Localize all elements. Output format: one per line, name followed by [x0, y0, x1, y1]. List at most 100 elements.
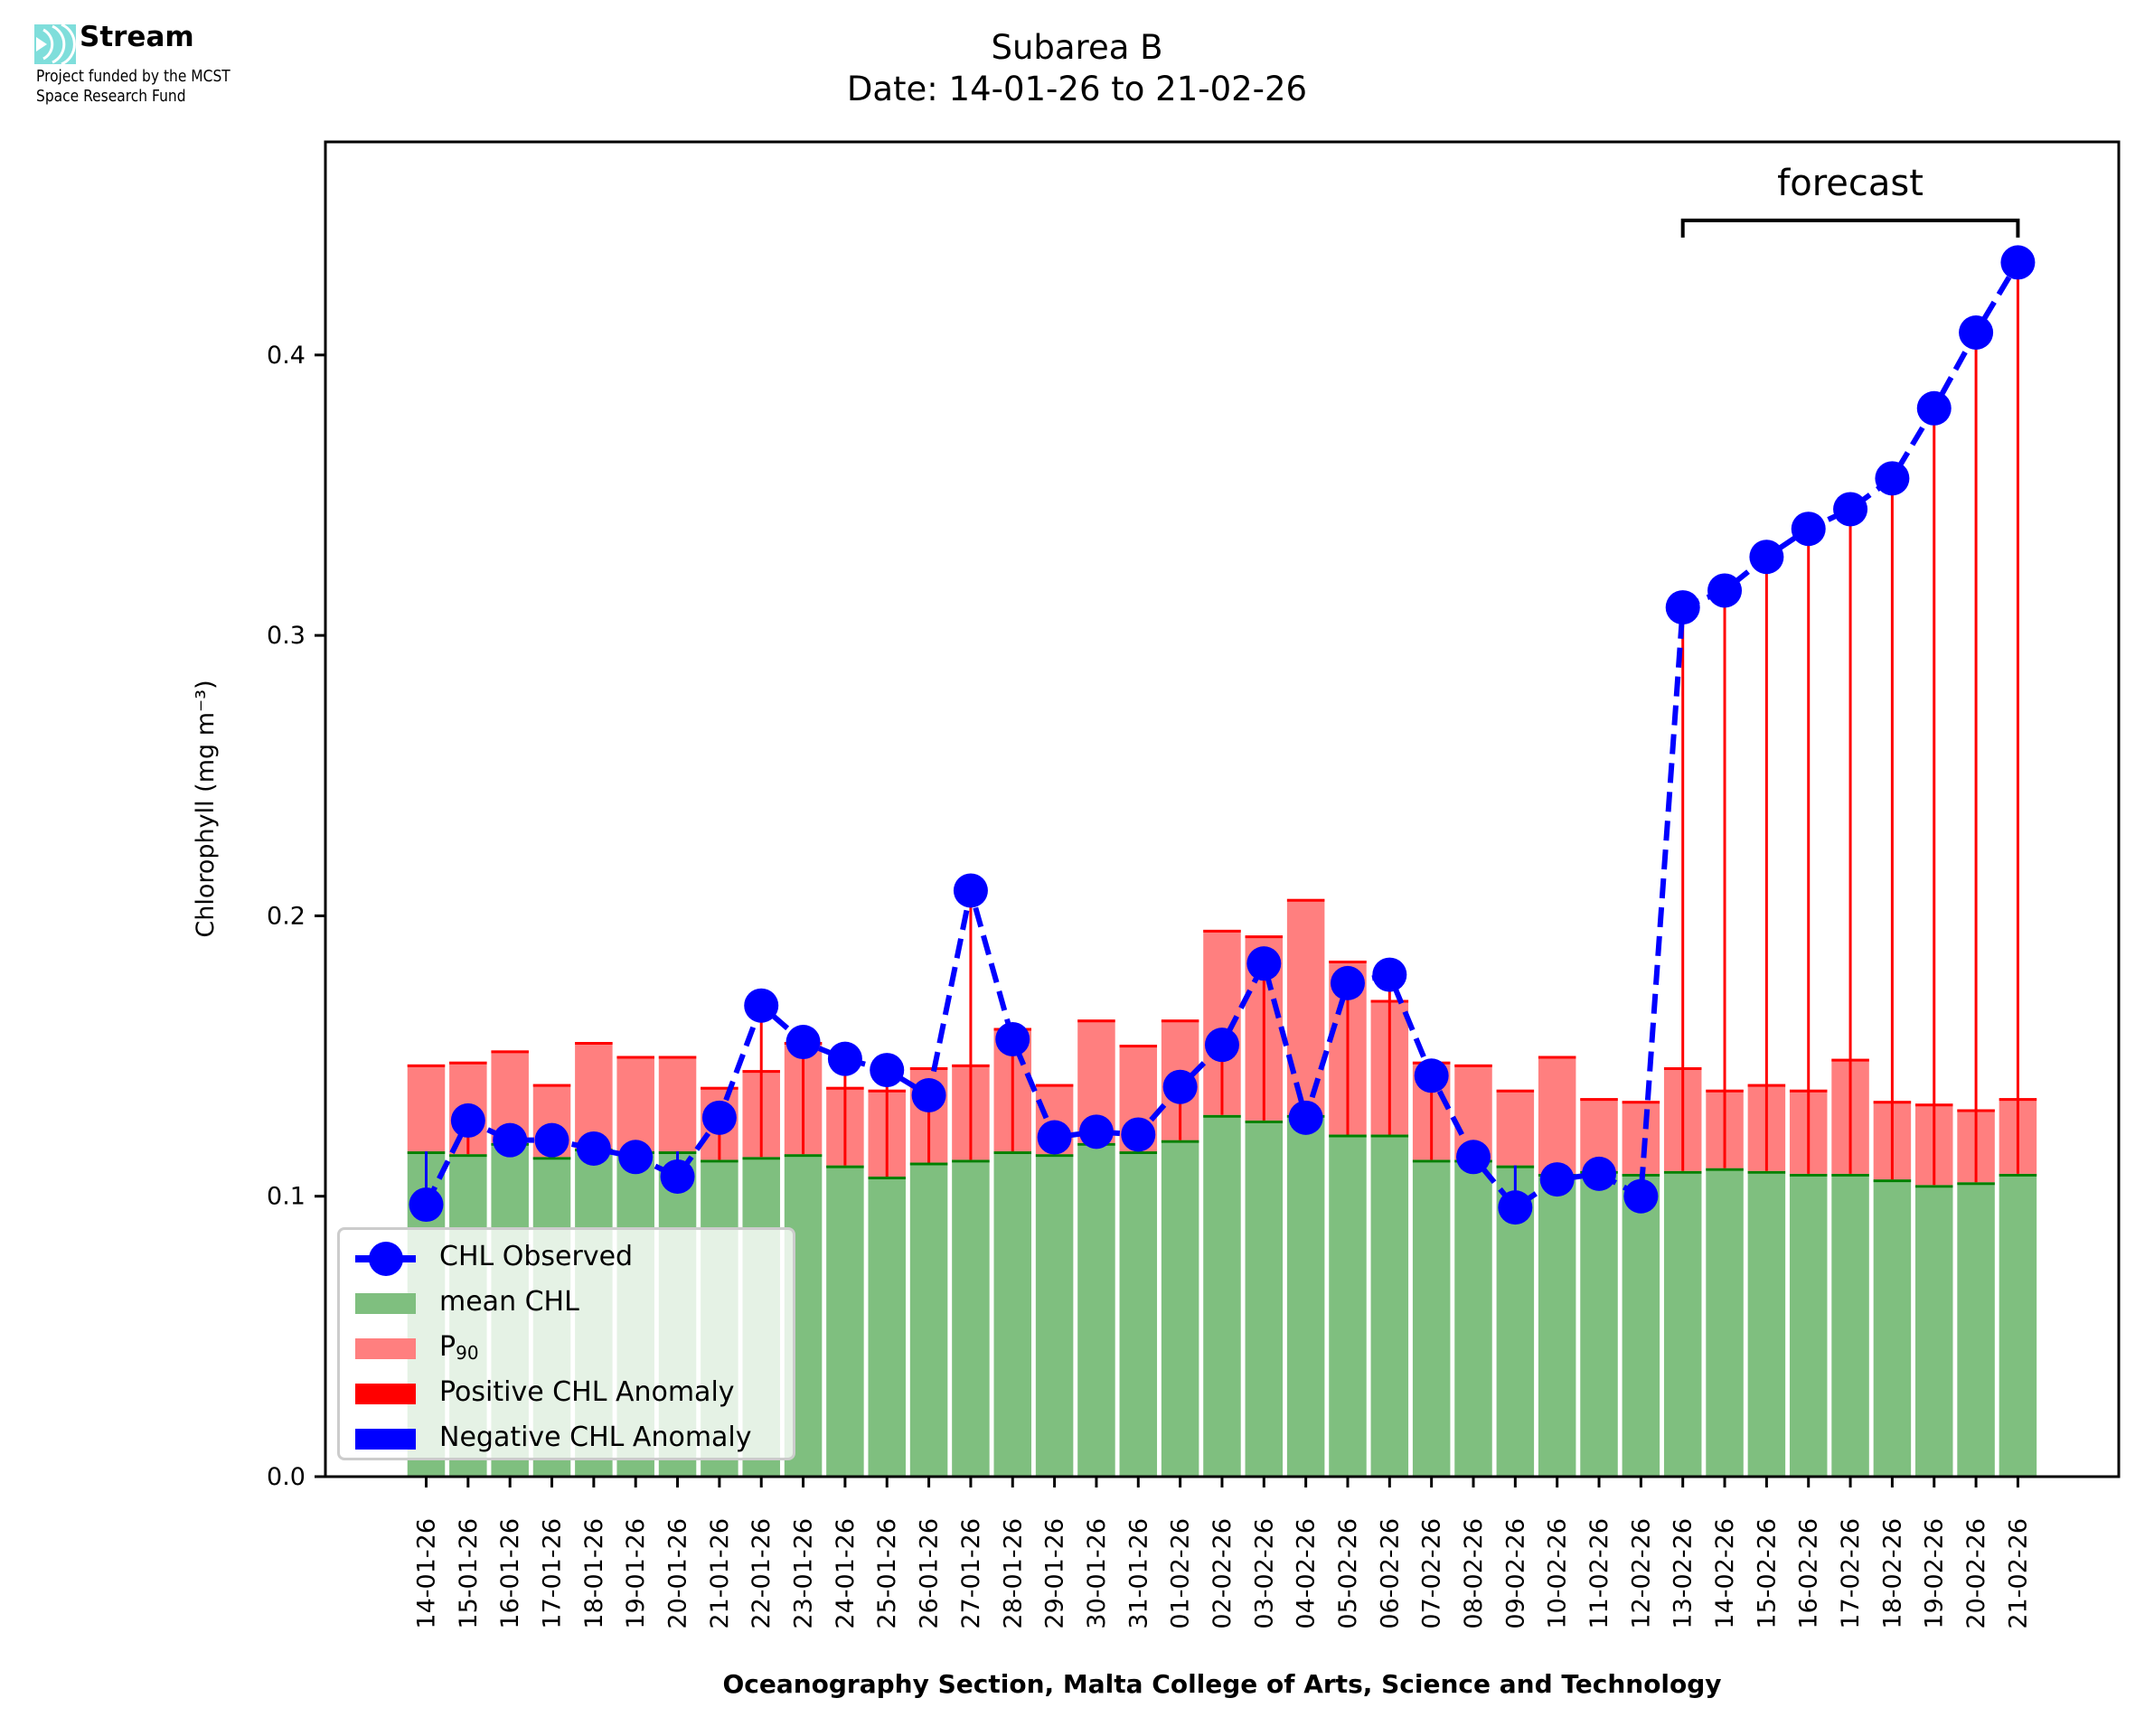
- legend-swatch-p90: [355, 1338, 416, 1359]
- forecast-bracket: [1680, 218, 2020, 238]
- mean-bar: [1245, 1120, 1284, 1477]
- observed-marker: [618, 1140, 654, 1175]
- legend-label-sub: 90: [456, 1342, 479, 1364]
- mean-bar: [868, 1176, 906, 1477]
- y-axis: 0.0 0.1 0.2 0.3 0.4: [267, 342, 325, 1491]
- mean-bar: [1914, 1185, 1953, 1477]
- mean-bar: [1622, 1173, 1660, 1477]
- legend-label: CHL Observed: [439, 1241, 634, 1272]
- observed-marker: [1288, 1100, 1323, 1135]
- x-tick-label: 22-01-26: [748, 1518, 776, 1629]
- observed-marker: [1875, 461, 1910, 496]
- p90-bar: [575, 1042, 613, 1149]
- mean-bar: [1203, 1114, 1241, 1477]
- x-tick-label: 21-01-26: [706, 1518, 734, 1629]
- p90-bar: [1496, 1089, 1535, 1166]
- y-tick-label: 0.1: [267, 1183, 306, 1211]
- mean-bar: [1454, 1159, 1492, 1477]
- observed-marker: [1078, 1114, 1114, 1150]
- logo-subtitle-line2: Space Research Fund: [36, 87, 186, 106]
- observed-marker: [1246, 946, 1282, 981]
- chart-title-line2: Date: 14-01-26 to 21-02-26: [846, 70, 1308, 108]
- mean-bar: [1747, 1170, 1786, 1477]
- mean-bar: [1957, 1182, 1995, 1477]
- mean-bar: [1286, 1114, 1325, 1477]
- legend-item-p90: P90: [340, 1326, 793, 1371]
- legend: CHL Observed mean CHL P90 Positive CHL A…: [337, 1227, 795, 1460]
- observed-marker: [785, 1025, 821, 1060]
- p90-bar: [407, 1064, 446, 1152]
- mean-bar: [1119, 1151, 1158, 1477]
- observed-marker: [534, 1122, 569, 1158]
- observed-marker: [1539, 1162, 1575, 1197]
- legend-swatch-mean: [355, 1293, 416, 1314]
- x-tick-label: 02-02-26: [1209, 1518, 1237, 1629]
- mean-bar: [909, 1162, 948, 1477]
- x-tick-label: 15-02-26: [1753, 1518, 1781, 1629]
- observed-marker: [450, 1103, 485, 1138]
- x-tick-label: 09-02-26: [1501, 1518, 1529, 1629]
- x-tick-label: 05-02-26: [1334, 1518, 1362, 1629]
- x-tick-label: 13-02-26: [1670, 1518, 1698, 1629]
- mean-bar: [1035, 1154, 1074, 1477]
- mean-bar: [1161, 1140, 1199, 1477]
- legend-marker-icon: [369, 1242, 403, 1276]
- logo-wave-2: [52, 24, 66, 64]
- y-tick-label: 0.2: [267, 902, 306, 930]
- legend-swatch-positive: [355, 1384, 416, 1404]
- legend-item-negative-anomaly: Negative CHL Anomaly: [340, 1416, 793, 1461]
- y-tick-label: 0.3: [267, 622, 306, 650]
- observed-marker: [870, 1053, 905, 1088]
- observed-marker: [1959, 315, 1994, 350]
- x-tick-label: 03-02-26: [1250, 1518, 1278, 1629]
- chart-title-line1: Subarea B: [991, 28, 1163, 67]
- x-tick-label: 17-02-26: [1837, 1518, 1865, 1629]
- observed-marker: [1037, 1120, 1072, 1155]
- legend-label: Negative CHL Anomaly: [439, 1422, 752, 1453]
- observed-marker: [1162, 1069, 1198, 1104]
- mean-bar: [1329, 1134, 1367, 1477]
- legend-label: mean CHL: [439, 1286, 579, 1318]
- observed-marker: [953, 873, 988, 908]
- mean-bar: [993, 1151, 1032, 1477]
- mean-bar: [952, 1159, 990, 1477]
- observed-marker: [995, 1021, 1030, 1056]
- mean-bar: [1706, 1168, 1744, 1477]
- x-tick-label: 23-01-26: [790, 1518, 818, 1629]
- observed-marker: [744, 988, 779, 1023]
- x-tick-label: 30-01-26: [1083, 1518, 1111, 1629]
- forecast-label: forecast: [1777, 163, 1924, 204]
- observed-marker: [1204, 1028, 1239, 1063]
- observed-marker: [1916, 390, 1952, 426]
- observed-marker: [1498, 1190, 1533, 1225]
- x-tick-label: 20-01-26: [664, 1518, 692, 1629]
- stream-logo-icon: [34, 23, 76, 68]
- x-axis-label: Oceanography Section, Malta College of A…: [722, 1669, 1721, 1699]
- y-tick-label: 0.0: [267, 1463, 306, 1491]
- p90-bar: [1538, 1056, 1576, 1174]
- axes-frame: [324, 140, 2121, 1478]
- x-axis: 14-01-26 15-01-26 16-01-26 17-01-26 18-01-26…: [413, 1477, 2032, 1629]
- x-tick-label: 14-02-26: [1711, 1518, 1739, 1629]
- mean-bar: [1663, 1170, 1702, 1477]
- mean-bar: [826, 1165, 864, 1477]
- mean-bar: [1831, 1173, 1869, 1477]
- legend-item-mean: mean CHL: [340, 1281, 793, 1326]
- x-tick-label: 16-01-26: [496, 1518, 524, 1629]
- legend-label-main: P: [439, 1331, 456, 1363]
- observed-marker: [1121, 1117, 1156, 1152]
- observed-marker: [1665, 590, 1700, 625]
- legend-item-observed: CHL Observed: [340, 1235, 793, 1281]
- x-tick-label: 18-01-26: [580, 1518, 608, 1629]
- logo-wave-3: [61, 23, 76, 66]
- logo-arrow: [36, 37, 47, 52]
- observed-marker: [493, 1122, 528, 1158]
- observed-marker: [1749, 540, 1784, 575]
- x-tick-label: 16-02-26: [1795, 1518, 1823, 1629]
- observed-marker: [2000, 245, 2036, 280]
- x-tick-label: 07-02-26: [1418, 1518, 1446, 1629]
- mean-bar: [1999, 1173, 2037, 1477]
- x-tick-label: 29-01-26: [1041, 1518, 1069, 1629]
- legend-swatch-negative: [355, 1429, 416, 1450]
- observed-marker: [1330, 965, 1365, 1000]
